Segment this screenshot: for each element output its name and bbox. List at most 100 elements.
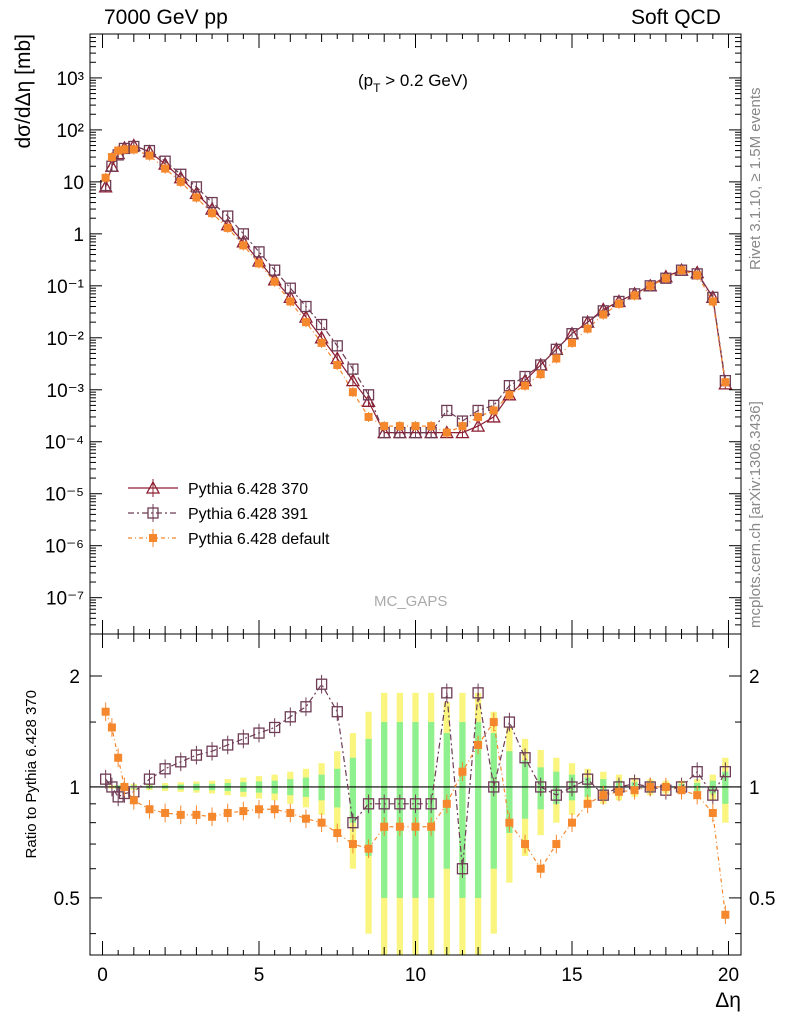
main-point [317,338,326,347]
main-y-tick-label: 10⁻⁵ [45,485,84,506]
main-point [567,338,576,347]
ratio-point [315,678,328,690]
main-point [206,196,218,209]
ratio-point [708,808,717,817]
main-point [471,418,486,432]
main-point [411,422,420,431]
ratio-band-green [474,722,482,898]
ratio-point [270,805,279,814]
ratio-point [552,840,561,849]
data-markers [98,138,733,925]
main-point [521,381,530,390]
main-point [253,246,265,258]
ratio-point [442,799,451,808]
main-point [474,412,483,421]
main-point [192,193,201,202]
main-point [284,282,296,294]
ratio-point [255,805,264,814]
main-y-tick-label: 10⁻² [47,329,85,350]
ratio-point [300,701,312,713]
main-point [176,177,185,186]
ratio-point [143,773,156,785]
ratio-y-tick-label-right: 0.5 [749,889,775,910]
main-point [120,145,129,154]
main-y-tick-label: 10⁻⁶ [45,537,84,558]
ratio-point [519,752,531,764]
ratio-point [458,767,467,776]
main-point [345,373,360,387]
main-point [107,153,116,162]
ratio-point [409,798,422,810]
main-point [458,422,467,431]
ratio-point [691,766,703,778]
ratio-point [106,781,118,793]
ratio-point [159,763,171,775]
ratio-point [693,791,702,800]
ratio-band-green [722,771,729,804]
axes: 10⁻⁷10⁻⁶10⁻⁵10⁻⁴10⁻³10⁻²10⁻¹11010²10³0.5… [45,33,775,986]
ratio-point [348,840,357,849]
main-point [646,281,655,290]
x-axis-title: Δη [715,989,741,1012]
main-point [347,363,359,375]
legend-marker [147,507,159,519]
main-point [361,393,376,407]
ratio-point [427,822,436,831]
ratio-point [223,808,232,817]
x-tick-label: 0 [97,965,108,986]
ratio-point [599,791,608,800]
ratio-point [630,786,639,795]
main-point [583,324,592,333]
ratio-point [425,798,437,810]
main-y-tick-label: 10 [63,173,84,194]
main-y-tick-label: 10⁻³ [47,381,85,402]
ratio-point [474,740,483,749]
main-point [301,318,310,327]
main-point [269,264,281,276]
ratio-point [472,687,484,699]
main-point [599,310,608,319]
main-point [677,266,686,275]
main-point [331,340,343,352]
main-point [101,173,110,182]
ratio-point [114,753,123,762]
ratio-point [237,733,250,745]
main-point [395,422,404,431]
header-right: Soft QCD [631,6,721,29]
main-point [333,360,342,369]
ratio-point [107,723,116,732]
ratio-point [535,781,547,793]
ratio-point [190,749,203,761]
ratio-y-tick-label-right: 2 [749,667,760,688]
ratio-point [567,818,576,827]
ratio-point [661,782,670,791]
legend-marker [145,480,161,494]
ratio-point [411,822,420,831]
ratio-point [395,822,404,831]
main-point [129,145,138,154]
main-point [661,274,670,283]
ratio-point [331,706,343,718]
legend-label: Pythia 6.428 370 [188,481,308,498]
ratio-point [347,817,359,829]
legend-label: Pythia 6.428 391 [188,506,308,523]
ratio-point [380,822,389,831]
ratio-band-green [349,757,357,823]
ratio-point [581,773,594,785]
main-point [486,409,501,423]
main-y-tick-label: 10⁻⁷ [46,589,84,610]
main-point [708,297,717,306]
ratio-y-tick-label: 1 [69,778,80,799]
main-point [721,378,730,387]
x-tick-label: 10 [405,965,426,986]
ratio-y-tick-label-right: 1 [749,778,760,799]
main-point [536,370,545,379]
ratio-point [253,727,265,739]
main-point [630,291,639,300]
ratio-point [488,781,500,793]
ratio-point [707,789,719,801]
ratio-point [505,818,514,827]
main-point [441,404,453,417]
main-point [380,422,389,431]
